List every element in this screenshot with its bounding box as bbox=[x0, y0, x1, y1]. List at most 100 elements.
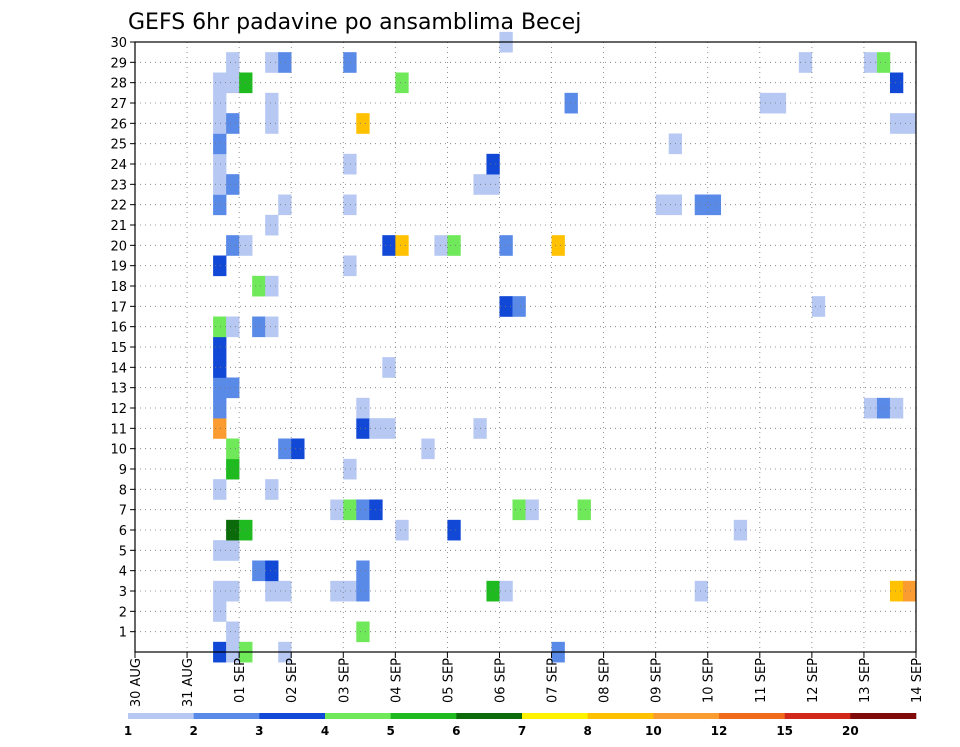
heatmap-cell bbox=[512, 296, 526, 317]
heatmap-cell bbox=[213, 113, 227, 134]
heatmap-cell bbox=[343, 52, 357, 73]
y-tick-label: 3 bbox=[119, 585, 127, 600]
heatmap-cell bbox=[486, 174, 500, 195]
heatmap-cell bbox=[226, 174, 240, 195]
heatmap-cell bbox=[278, 580, 292, 602]
heatmap-cell bbox=[213, 92, 227, 114]
colorbar-segment bbox=[784, 713, 851, 719]
heatmap-cell bbox=[759, 92, 774, 114]
y-tick-label: 25 bbox=[110, 138, 127, 153]
heatmap-cell bbox=[213, 357, 227, 378]
x-tick-label: 03 SEP bbox=[337, 658, 352, 703]
y-tick-label: 23 bbox=[110, 178, 127, 193]
heatmap-cell bbox=[512, 499, 526, 521]
colorbar-segment bbox=[390, 713, 457, 719]
heatmap-cell bbox=[434, 235, 448, 256]
heatmap-cell bbox=[889, 113, 904, 134]
y-tick-label: 17 bbox=[110, 300, 127, 315]
axes-layer: 1234567891011121314151617181920212223242… bbox=[110, 36, 925, 707]
colorbar-tick-label: 8 bbox=[583, 724, 591, 738]
colorbar: 1 2 3 4 5 6 7 8 10 12 15 20 bbox=[124, 713, 917, 738]
colorbar-tick-label: 5 bbox=[386, 724, 394, 738]
heatmap-cell bbox=[564, 92, 578, 114]
x-tick-label: 01 SEP bbox=[233, 658, 248, 703]
colorbar-tick-label: 4 bbox=[321, 724, 329, 738]
heatmap-cell bbox=[226, 621, 240, 643]
heatmap-cell bbox=[213, 540, 227, 561]
heatmap-cell bbox=[265, 52, 279, 73]
heatmap-cell bbox=[486, 580, 500, 602]
heatmap-cell bbox=[707, 194, 722, 216]
colorbar-tick-label: 3 bbox=[255, 724, 263, 738]
heatmap-cell bbox=[226, 438, 240, 460]
heatmap-cell bbox=[447, 235, 461, 256]
heatmap-cell bbox=[343, 194, 357, 216]
colorbar-tick-label: 6 bbox=[452, 724, 460, 738]
y-tick-label: 16 bbox=[110, 321, 127, 336]
y-tick-label: 21 bbox=[110, 219, 127, 234]
heatmap-cell bbox=[226, 235, 240, 256]
heatmap-cell bbox=[902, 113, 917, 134]
heatmap-cell bbox=[395, 235, 409, 256]
heatmap-cell bbox=[213, 580, 227, 602]
heatmap-cell bbox=[889, 397, 904, 419]
colorbar-segment bbox=[128, 713, 194, 719]
heatmap-cell bbox=[213, 377, 227, 399]
y-tick-label: 1 bbox=[119, 626, 127, 641]
y-tick-label: 24 bbox=[110, 158, 127, 173]
heatmap-cell bbox=[213, 153, 227, 175]
y-tick-label: 7 bbox=[119, 504, 127, 519]
heatmap-cell bbox=[486, 153, 500, 175]
chart-title: GEFS 6hr padavine po ansamblima Becej bbox=[128, 10, 581, 35]
x-tick-label: 12 SEP bbox=[806, 658, 821, 703]
x-tick-label: 30 AUG bbox=[129, 658, 144, 707]
heatmap-cell bbox=[525, 499, 539, 521]
heatmap-cell bbox=[265, 560, 279, 582]
y-tick-label: 19 bbox=[110, 260, 127, 275]
y-tick-label: 30 bbox=[110, 36, 127, 51]
heatmap-cell bbox=[356, 397, 370, 419]
heatmap-cell bbox=[226, 519, 240, 541]
heatmap-cell bbox=[213, 479, 227, 500]
heatmap-cell bbox=[265, 113, 279, 134]
heatmap-cell bbox=[265, 92, 279, 114]
heatmap-cell bbox=[213, 72, 227, 94]
heatmap-cell bbox=[278, 194, 292, 216]
heatmap-cell bbox=[395, 72, 409, 94]
heatmap-cell bbox=[382, 418, 396, 439]
heatmap-cell bbox=[356, 499, 370, 521]
heatmap-cell bbox=[447, 519, 461, 541]
x-tick-label: 09 SEP bbox=[650, 658, 665, 703]
heatmap-cell bbox=[382, 357, 396, 378]
heatmap-cell bbox=[213, 194, 227, 216]
colorbar-segment bbox=[456, 713, 523, 719]
heatmap-cell bbox=[213, 174, 227, 195]
x-tick-label: 04 SEP bbox=[389, 658, 404, 703]
heatmap-cell bbox=[876, 397, 891, 419]
y-tick-label: 10 bbox=[110, 443, 127, 458]
heatmap-cell bbox=[655, 194, 669, 216]
heatmap-cell bbox=[343, 153, 357, 175]
heatmap-cell bbox=[356, 621, 370, 643]
heatmap-cell bbox=[265, 479, 279, 500]
heatmap-cell bbox=[577, 499, 591, 521]
heatmap-cell bbox=[226, 540, 240, 561]
x-tick-label: 06 SEP bbox=[493, 658, 508, 703]
heatmap-cell bbox=[265, 316, 279, 338]
heatmap-cell bbox=[499, 235, 513, 256]
heatmap-cell bbox=[226, 316, 240, 338]
heatmap-cell bbox=[356, 418, 370, 439]
colorbar-tick-label: 2 bbox=[189, 724, 197, 738]
heatmap-cell bbox=[213, 336, 227, 358]
heatmap-cell bbox=[278, 438, 292, 460]
y-tick-label: 22 bbox=[110, 199, 127, 214]
grid-layer bbox=[135, 42, 916, 652]
heatmap-cell bbox=[330, 499, 344, 521]
colorbar-segment bbox=[850, 713, 917, 719]
colorbar-segment bbox=[259, 713, 326, 719]
heatmap-cell bbox=[694, 580, 709, 602]
y-tick-label: 28 bbox=[110, 77, 127, 92]
y-tick-label: 8 bbox=[119, 483, 127, 498]
heatmap-cell bbox=[265, 275, 279, 297]
